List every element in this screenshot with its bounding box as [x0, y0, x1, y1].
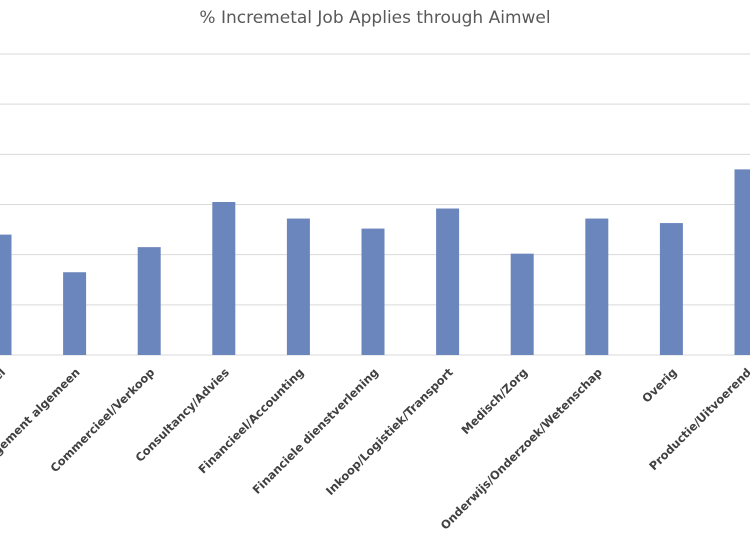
- bar: [585, 218, 609, 355]
- bar: [659, 223, 683, 355]
- bar: [510, 253, 534, 355]
- bar: [286, 218, 310, 355]
- chart-title: % Incremetal Job Applies through Aimwel: [199, 8, 551, 28]
- x-tick-label: Financiele dienstverlening: [250, 365, 382, 497]
- bar: [734, 169, 750, 355]
- x-tick-label: Inkoop/Logistiek/Transport: [323, 365, 456, 498]
- bar: [63, 272, 87, 355]
- bar: [0, 234, 12, 355]
- x-tick-label: Medisch/Zorg: [458, 365, 530, 437]
- bar: [436, 208, 460, 355]
- x-tick-label: Overig: [639, 365, 679, 405]
- x-tick-label: Onderwijs/Onderzoek/Wetenschap: [438, 365, 605, 532]
- x-tick-label: Management algemeen: [0, 365, 83, 482]
- bar: [137, 247, 161, 355]
- bar: [361, 228, 385, 355]
- bar: [212, 201, 236, 355]
